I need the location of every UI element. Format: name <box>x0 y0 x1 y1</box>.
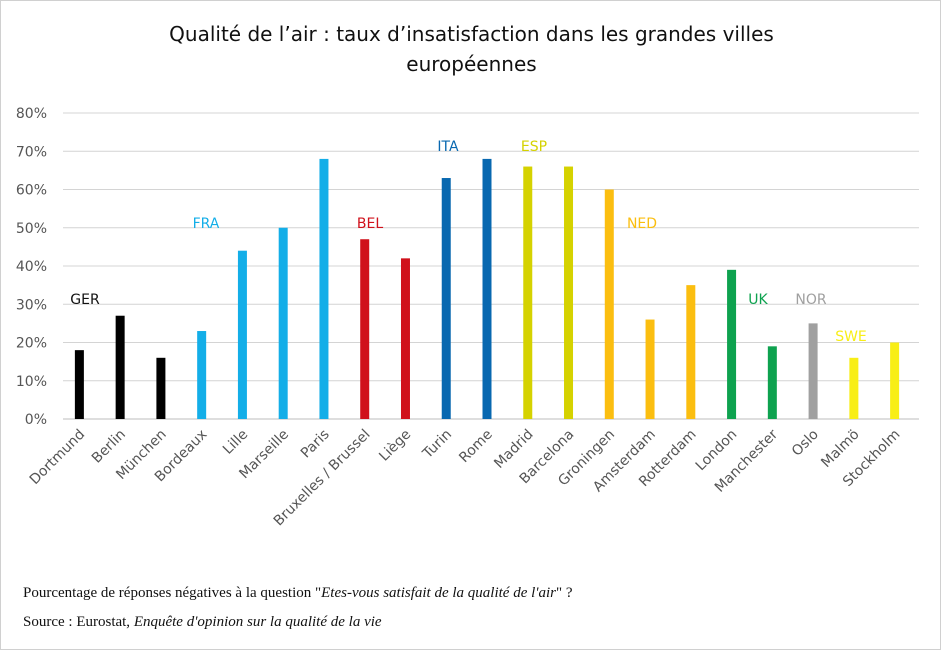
footnote-source: Source : Eurostat, Enquête d'opinion sur… <box>23 614 382 631</box>
country-label-ita: ITA <box>437 139 459 155</box>
chart-title-line-1: Qualité de l’air : taux d’insatisfaction… <box>169 22 774 46</box>
bar-rotterdam <box>686 285 696 419</box>
bar-bruxelles-brussel <box>360 239 370 419</box>
country-label-bel: BEL <box>357 216 383 232</box>
x-tick-label: Rome <box>456 427 496 467</box>
country-label-uk: UK <box>748 292 768 308</box>
chart-title: Qualité de l’air : taux d’insatisfaction… <box>1 19 940 79</box>
bar-malmö <box>849 357 859 419</box>
country-label-ned: NED <box>627 216 657 232</box>
footnote-text: Pourcentage de réponses négatives à la q… <box>23 585 322 601</box>
bar-amsterdam <box>645 319 655 419</box>
bar-barcelona <box>564 166 574 419</box>
y-tick-label: 40% <box>16 259 47 275</box>
bar-madrid <box>523 166 533 419</box>
bar-manchester <box>767 346 777 419</box>
bar-berlin <box>115 315 125 419</box>
y-tick-label: 0% <box>25 412 47 428</box>
x-tick-label: Lille <box>220 427 251 458</box>
x-tick-label: Oslo <box>789 427 822 460</box>
y-tick-label: 20% <box>16 336 47 352</box>
y-tick-label: 50% <box>16 221 47 237</box>
footnote-question-text: Etes-vous satisfait de la qualité de l'a… <box>321 585 556 601</box>
x-tick-label: Turin <box>419 427 455 463</box>
footnote-question: Pourcentage de réponses négatives à la q… <box>23 585 573 602</box>
bar-rome <box>482 158 492 419</box>
country-label-swe: SWE <box>835 329 867 345</box>
country-label-esp: ESP <box>521 139 547 155</box>
y-tick-label: 70% <box>16 144 47 160</box>
source-text: Source : Eurostat, <box>23 614 134 630</box>
x-tick-label: Liège <box>376 427 414 465</box>
y-tick-label: 60% <box>16 183 47 199</box>
x-tick-label: Dortmund <box>27 427 88 488</box>
country-label-nor: NOR <box>795 292 826 308</box>
source-title: Enquête d'opinion sur la qualité de la v… <box>133 614 382 630</box>
country-label-fra: FRA <box>193 216 220 232</box>
y-tick-label: 10% <box>16 374 47 390</box>
bar-lille <box>237 250 247 419</box>
bar-chart: 0% 10% 20% 30% 40% 50% 60% 70% 80% Dortmund Berlin… <box>16 106 919 529</box>
chart-title-line-2: européennes <box>406 52 537 76</box>
bar-stockholm <box>890 342 900 419</box>
y-tick-label: 80% <box>16 106 47 122</box>
bar-groningen <box>604 189 614 419</box>
x-tick-label: Berlin <box>89 427 129 467</box>
footnote-text-end: " ? <box>555 585 573 601</box>
country-label-ger: GER <box>70 292 100 308</box>
bar-liège <box>400 258 410 419</box>
bar-london <box>727 269 737 419</box>
bar-bordeaux <box>197 331 207 419</box>
x-tick-label: Paris <box>298 427 333 462</box>
bar-paris <box>319 158 329 419</box>
bar-marseille <box>278 227 288 419</box>
bar-oslo <box>808 323 818 419</box>
bar-münchen <box>156 357 166 419</box>
bar-dortmund <box>74 350 84 419</box>
y-tick-label: 30% <box>16 297 47 313</box>
bar-turin <box>441 178 451 419</box>
